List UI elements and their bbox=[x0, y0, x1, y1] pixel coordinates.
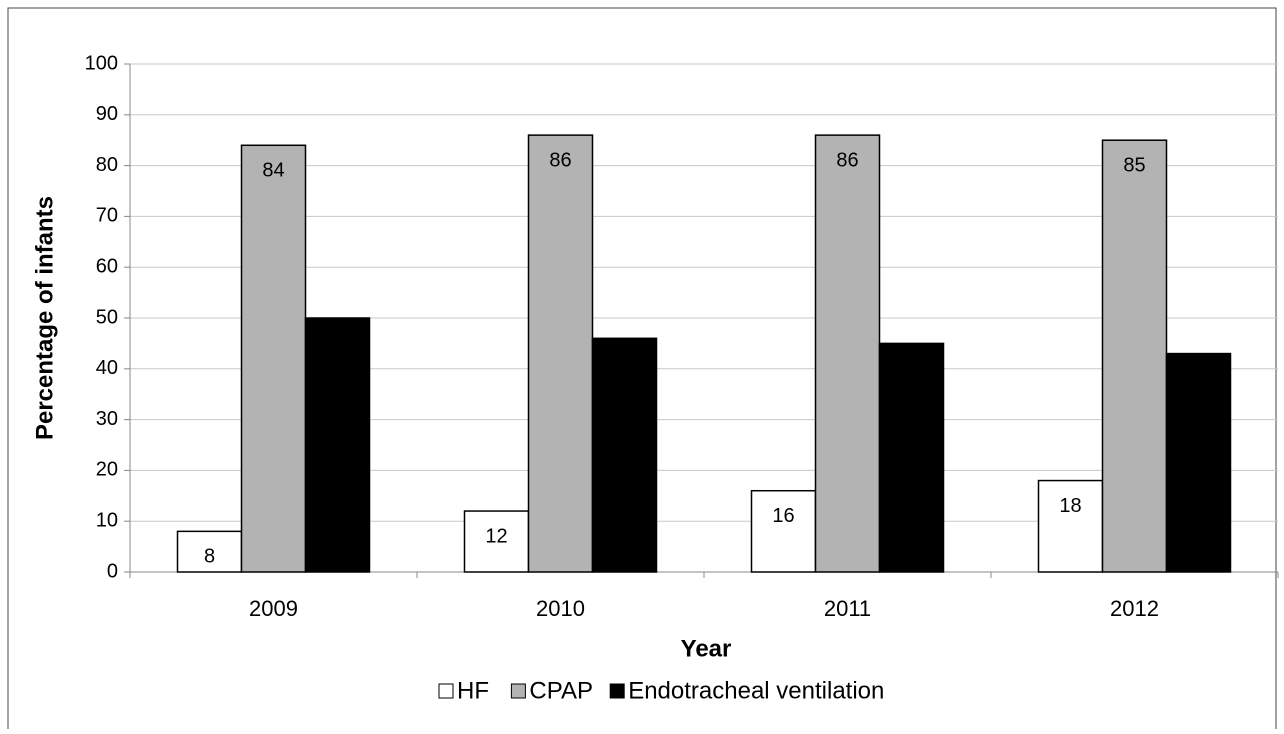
data-label: 45 bbox=[900, 358, 922, 380]
x-tick-label: 2012 bbox=[1110, 596, 1159, 621]
legend-label: HF bbox=[457, 677, 489, 704]
x-axis-title: Year bbox=[681, 635, 732, 662]
y-tick-label: 40 bbox=[96, 357, 118, 379]
legend-label: Endotracheal ventilation bbox=[628, 677, 884, 704]
bar bbox=[750, 489, 817, 573]
y-tick-label: 60 bbox=[96, 255, 118, 277]
y-tick-label: 30 bbox=[96, 408, 118, 430]
data-label: 46 bbox=[613, 353, 635, 375]
frame bbox=[7, 7, 1277, 734]
bar bbox=[240, 144, 307, 573]
legend-label: CPAP bbox=[529, 677, 593, 704]
y-tick-label: 80 bbox=[96, 154, 118, 176]
x-tick-label: 2010 bbox=[536, 596, 585, 621]
y-tick-label: 100 bbox=[85, 52, 118, 74]
x-tick-label: 2009 bbox=[249, 596, 298, 621]
bar bbox=[1037, 479, 1104, 573]
y-tick-label: 50 bbox=[96, 306, 118, 328]
data-label: 18 bbox=[1059, 495, 1081, 517]
bar bbox=[591, 337, 658, 573]
data-label: 86 bbox=[549, 149, 571, 171]
x-tick-label: 2011 bbox=[824, 596, 871, 621]
y-tick-label: 90 bbox=[96, 103, 118, 125]
bar bbox=[304, 317, 371, 573]
bar bbox=[1101, 139, 1168, 573]
data-label: 86 bbox=[836, 149, 858, 171]
data-label: 85 bbox=[1123, 154, 1145, 176]
bar bbox=[527, 134, 594, 573]
y-tick-label: 70 bbox=[96, 205, 118, 227]
legend-swatch bbox=[438, 683, 454, 699]
legend-swatch bbox=[510, 683, 526, 699]
bar bbox=[878, 342, 945, 573]
legend-swatch bbox=[609, 683, 625, 699]
bar bbox=[814, 134, 881, 573]
data-label: 84 bbox=[262, 160, 284, 182]
y-tick-label: 0 bbox=[107, 560, 118, 582]
y-tick-label: 10 bbox=[96, 509, 118, 531]
y-axis-title: Percentage of infants bbox=[31, 196, 58, 440]
data-label: 8 bbox=[204, 546, 215, 568]
data-label: 50 bbox=[326, 332, 348, 354]
bar bbox=[1165, 352, 1232, 573]
data-label: 43 bbox=[1187, 368, 1209, 390]
data-label: 16 bbox=[772, 505, 794, 527]
y-tick-label: 20 bbox=[96, 459, 118, 481]
data-label: 12 bbox=[485, 525, 507, 547]
